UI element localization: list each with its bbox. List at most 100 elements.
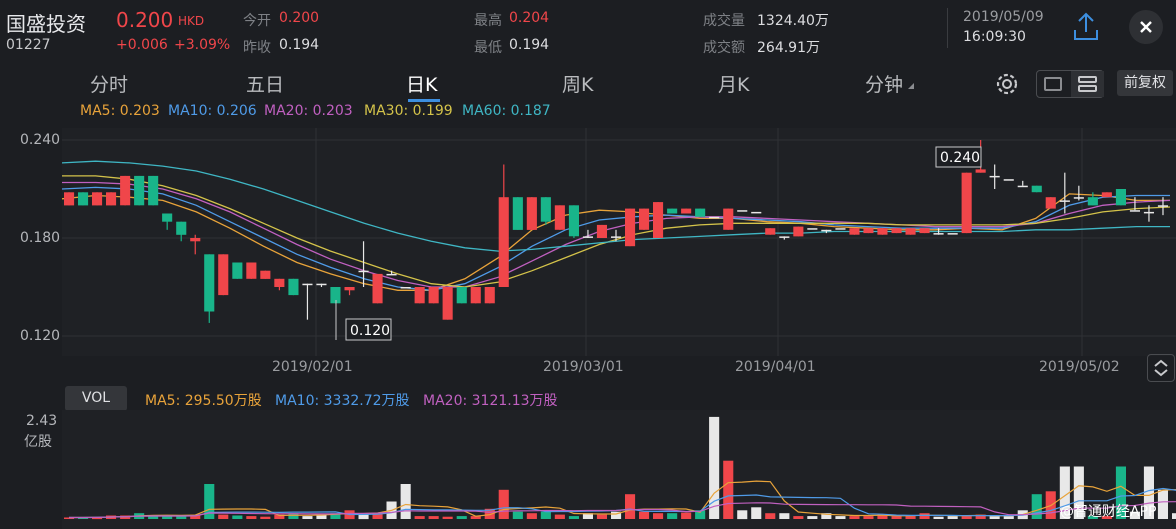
volume-bar <box>905 516 916 519</box>
candle-body <box>779 236 790 238</box>
volume-indicator-button[interactable]: VOL <box>65 386 127 411</box>
candlestick <box>737 210 748 212</box>
split-panel-option[interactable] <box>1071 71 1104 97</box>
candle-body <box>596 224 607 238</box>
volume-value: 1324.40万 <box>757 13 829 29</box>
settings-button[interactable] <box>992 69 1022 99</box>
min-price-annotation: 0.120 <box>335 300 392 341</box>
volume-bar <box>863 516 874 519</box>
price-chart[interactable]: 0.240 0.180 0.120 0.240 0.120 2019/02/01… <box>0 122 1176 378</box>
tab-monthly-k[interactable]: 月K <box>718 74 750 96</box>
volume-bar <box>442 516 453 519</box>
candlestick <box>218 254 229 296</box>
low-value: 0.194 <box>509 37 550 53</box>
candlestick <box>260 270 271 279</box>
min-price-label: 0.120 <box>350 323 390 339</box>
candlestick <box>919 228 930 234</box>
vol-ma20-legend: MA20: 3121.13万股 <box>423 393 558 409</box>
candle-body <box>723 208 734 230</box>
price-tick-label: 0.120 <box>20 328 60 344</box>
close-button[interactable] <box>1129 10 1163 44</box>
candle-body <box>442 287 453 320</box>
candlestick <box>891 228 902 234</box>
candlestick <box>863 228 874 234</box>
share-icon <box>1074 12 1098 40</box>
volume-bar <box>568 516 579 519</box>
active-tab-underline <box>408 99 440 102</box>
volume-bar <box>1003 516 1014 519</box>
candlestick <box>1073 185 1084 201</box>
quote-time: 16:09:30 <box>963 29 1026 45</box>
candle-body <box>400 287 411 289</box>
volume-bar <box>751 507 762 519</box>
volume-bar <box>316 514 327 519</box>
candle-body <box>274 278 285 287</box>
candle-body <box>1115 189 1126 206</box>
volume-bar <box>919 513 930 519</box>
candlestick <box>779 236 790 240</box>
candlestick <box>653 202 664 238</box>
candle-body <box>793 226 804 237</box>
tab-weekly-k[interactable]: 周K <box>562 74 594 96</box>
volume-chart[interactable] <box>0 410 1176 529</box>
volume-bar <box>1129 511 1140 519</box>
volume-bar <box>639 511 650 519</box>
volume-bar <box>526 513 537 519</box>
candlestick <box>933 228 944 235</box>
single-panel-option[interactable] <box>1044 77 1062 91</box>
candlestick <box>1087 192 1098 206</box>
candle-body <box>288 278 299 296</box>
share-button[interactable] <box>1070 10 1102 44</box>
candle-body <box>498 197 509 287</box>
volume-bar <box>498 489 509 519</box>
volume-bar <box>667 513 678 519</box>
volume-bar <box>484 508 495 519</box>
vol-ma20-line <box>69 501 1176 519</box>
volume-bar <box>330 513 341 519</box>
candlestick <box>442 287 453 320</box>
volume-bar <box>1031 494 1042 519</box>
volume-bar <box>554 514 565 519</box>
volume-bar <box>1172 513 1176 519</box>
candlestick <box>540 197 551 225</box>
candlestick <box>484 287 495 304</box>
candlestick <box>232 262 243 279</box>
tab-minute[interactable]: 分钟 <box>865 74 904 96</box>
candlestick <box>162 213 173 230</box>
price-tick-label: 0.240 <box>20 132 60 148</box>
volume-bar <box>596 514 607 519</box>
candlestick <box>835 228 846 230</box>
candle-body <box>64 192 75 206</box>
candle-body <box>905 228 916 235</box>
candle-body <box>372 273 383 304</box>
tab-daily-k[interactable]: 日K <box>406 74 438 96</box>
volume-bar <box>611 511 622 519</box>
candlestick <box>821 229 832 234</box>
volume-bar <box>358 513 369 520</box>
candle-body <box>582 236 593 238</box>
tab-intraday[interactable]: 分时 <box>90 74 129 96</box>
candle-body <box>106 192 117 206</box>
candlestick <box>400 287 411 289</box>
volume-bar <box>246 516 257 519</box>
volume-bar <box>302 516 313 519</box>
candlestick <box>1157 197 1168 216</box>
volume-bar <box>695 510 706 520</box>
low-label: 最低 <box>474 40 502 56</box>
adjust-button[interactable]: 前复权 <box>1117 70 1173 96</box>
candle-body <box>330 287 341 304</box>
candlestick <box>330 287 341 304</box>
candle-body <box>933 233 944 235</box>
layout-toggle[interactable] <box>1036 70 1104 98</box>
tab-five-day[interactable]: 五日 <box>246 74 285 96</box>
volume-bar <box>765 513 776 519</box>
candle-body <box>891 228 902 234</box>
candlestick <box>428 287 439 304</box>
price-change: +0.006 <box>116 37 168 53</box>
volume-bar <box>835 516 846 519</box>
candle-body <box>1073 197 1084 199</box>
volume-bar <box>1157 489 1168 519</box>
panel-collapse-button[interactable] <box>1147 354 1175 382</box>
volume-bar <box>793 516 804 519</box>
candle-body <box>344 287 355 291</box>
